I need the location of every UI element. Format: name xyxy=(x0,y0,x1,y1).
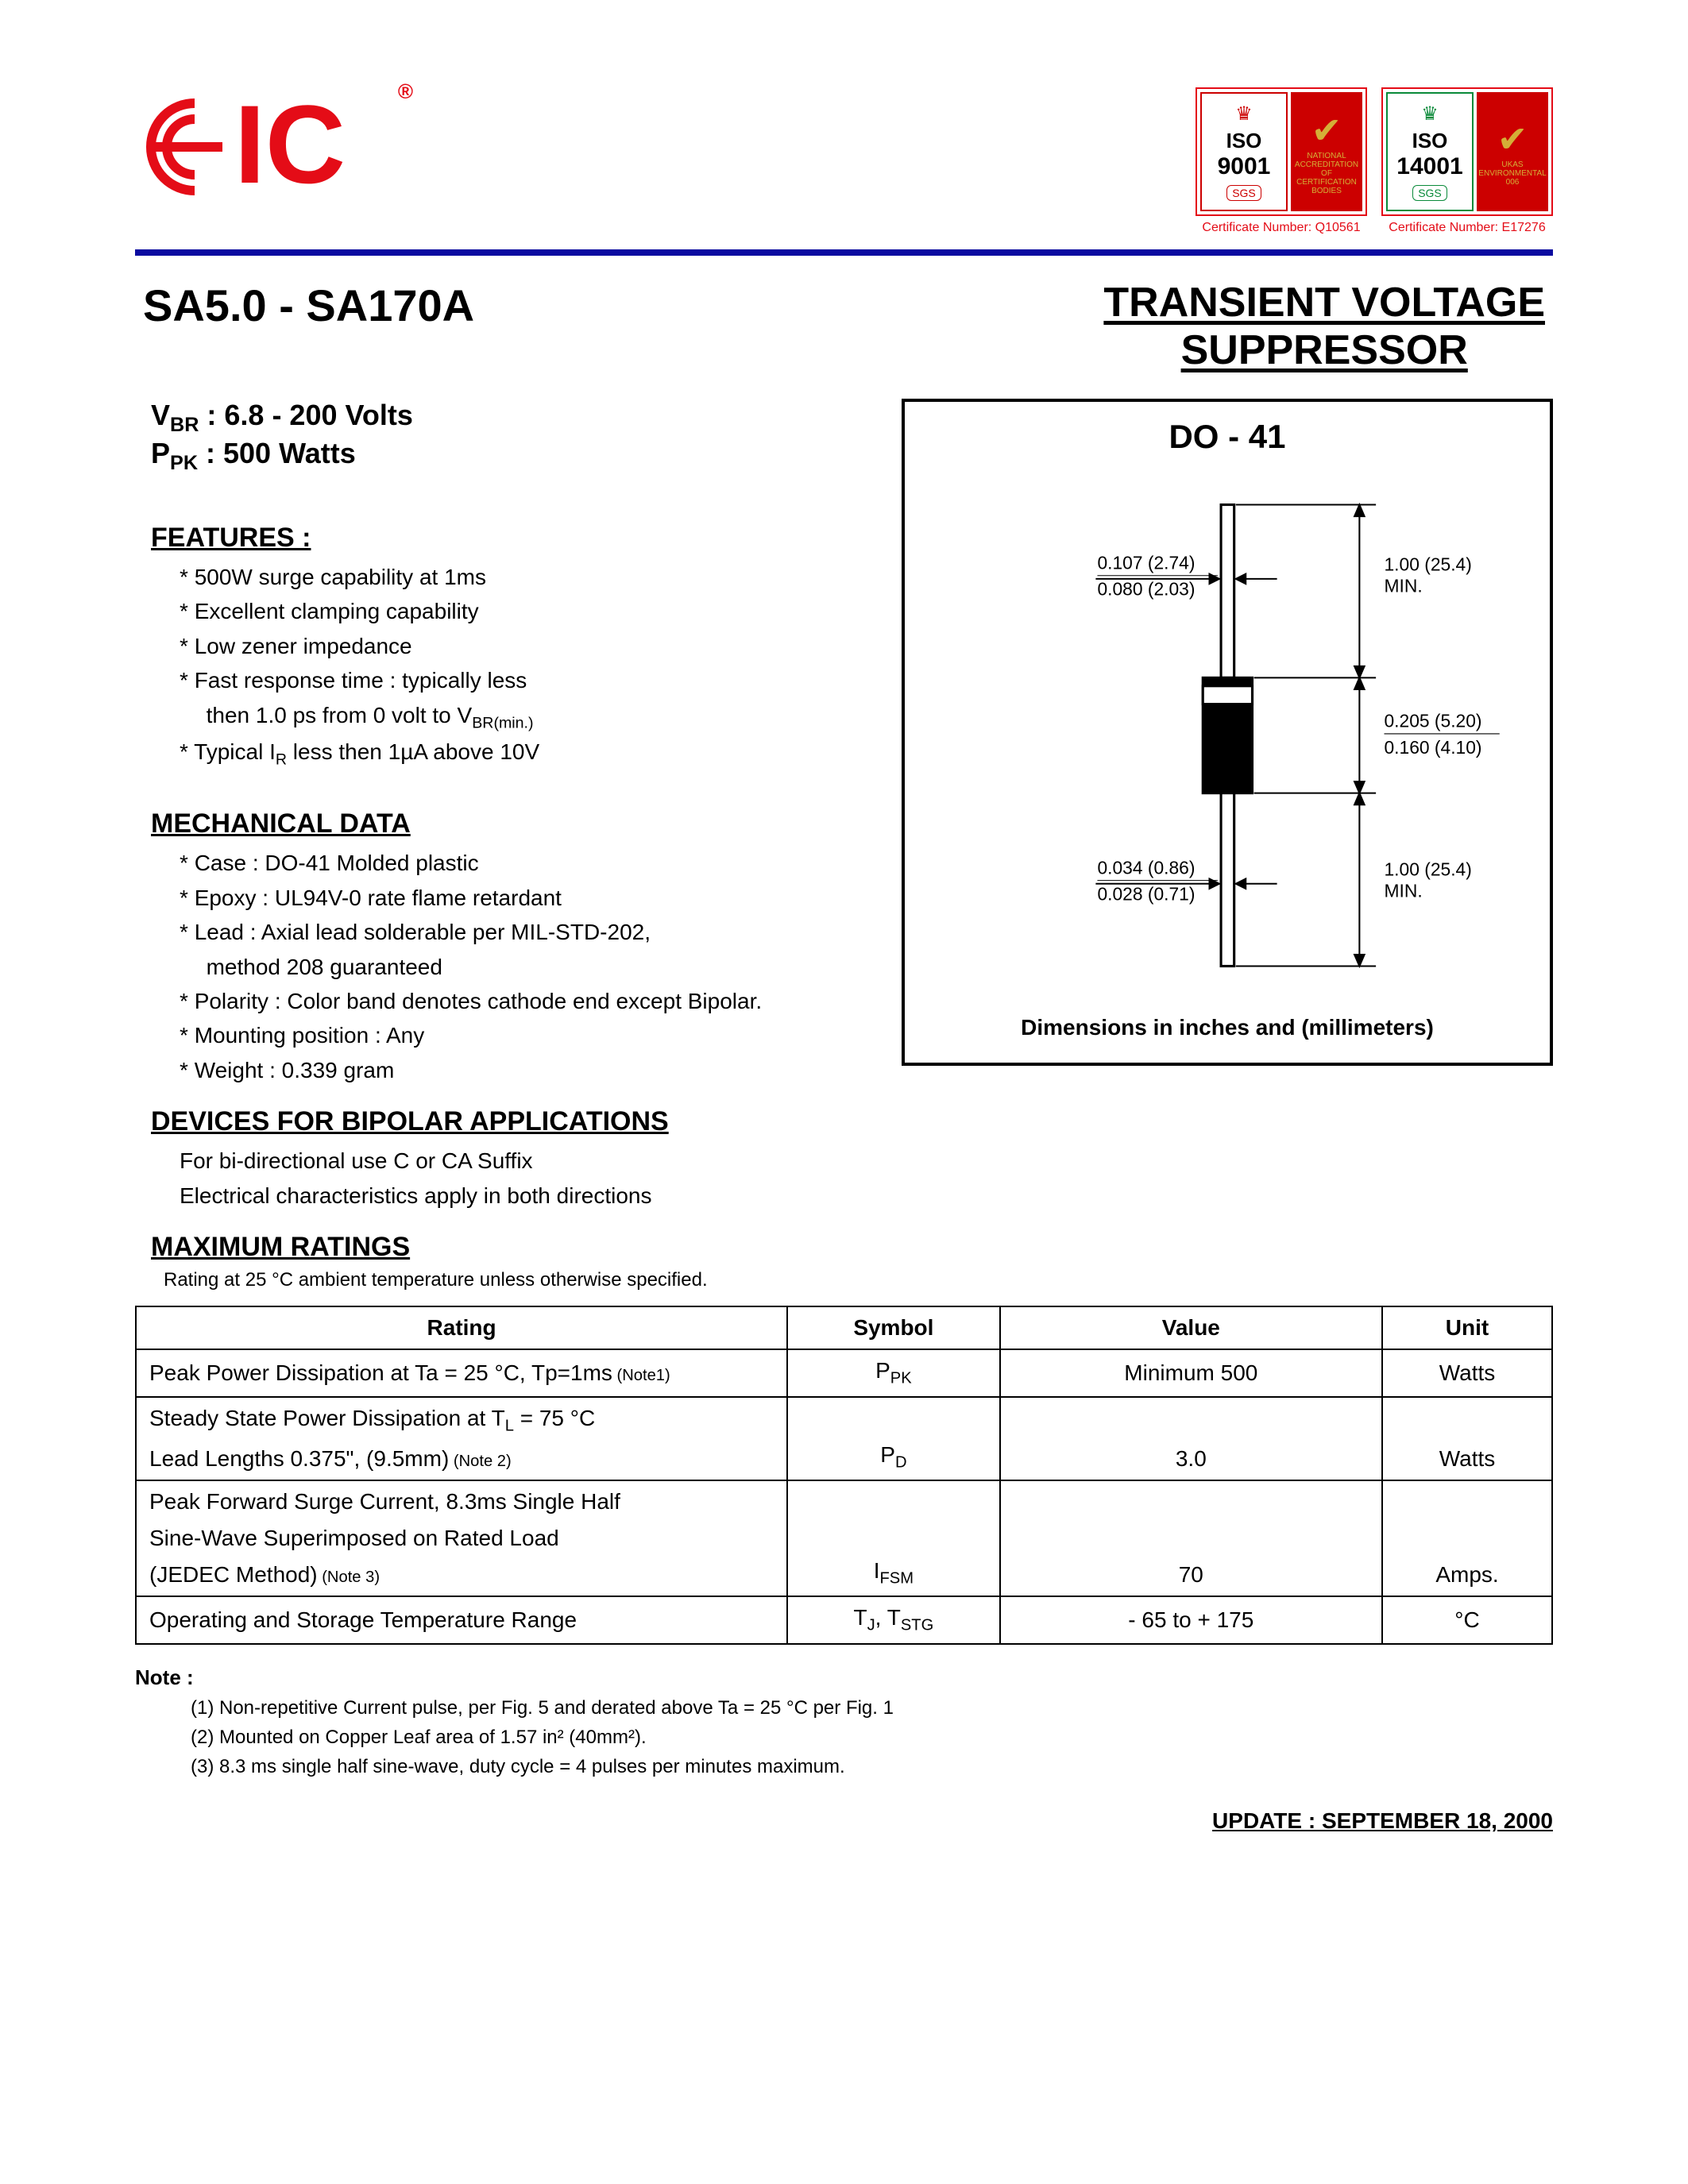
table-row: Peak Forward Surge Current, 8.3ms Single… xyxy=(136,1480,1552,1596)
ratings-heading: MAXIMUM RATINGS xyxy=(151,1232,1553,1263)
registered-mark: ® xyxy=(398,79,413,104)
table-row: Steady State Power Dissipation at TL = 7… xyxy=(136,1397,1552,1481)
ratings-table: Rating Symbol Value Unit Peak Power Diss… xyxy=(135,1306,1553,1645)
package-drawing-icon: 0.107 (2.74) 0.080 (2.03) 1.00 (25.4) MI… xyxy=(890,472,1566,999)
content-row: VBR : 6.8 - 200 Volts PPK : 500 Watts FE… xyxy=(135,399,1553,1088)
features-heading: FEATURES : xyxy=(151,523,878,554)
cert-badges: ♛ ISO 9001 SGS ✔NATIONAL ACCREDITATION O… xyxy=(1196,87,1553,235)
cert-iso9001: ♛ ISO 9001 SGS ✔NATIONAL ACCREDITATION O… xyxy=(1196,87,1367,235)
svg-text:IC: IC xyxy=(234,87,346,206)
notes-list: (1) Non-repetitive Current pulse, per Fi… xyxy=(135,1693,1553,1782)
header-divider xyxy=(135,249,1553,256)
svg-text:0.028 (0.71): 0.028 (0.71) xyxy=(1097,883,1195,904)
product-title: TRANSIENT VOLTAGE SUPPRESSOR xyxy=(1103,280,1545,375)
package-drawing-caption: Dimensions in inches and (millimeters) xyxy=(1021,1015,1434,1040)
brand-logo: IC ® xyxy=(135,87,389,210)
svg-text:0.080 (2.03): 0.080 (2.03) xyxy=(1097,578,1195,599)
ratings-caption: Rating at 25 °C ambient temperature unle… xyxy=(151,1269,1553,1291)
ratings-section: MAXIMUM RATINGS Rating at 25 °C ambient … xyxy=(135,1232,1553,1291)
header: IC ® ♛ ISO 9001 SGS ✔NATIONAL ACCREDITAT… xyxy=(135,87,1553,235)
svg-text:1.00 (25.4): 1.00 (25.4) xyxy=(1384,554,1471,574)
notes-block: Note : (1) Non-repetitive Current pulse,… xyxy=(135,1665,1553,1782)
mechanical-heading: MECHANICAL DATA xyxy=(151,808,878,839)
features-list: 500W surge capability at 1ms Excellent c… xyxy=(151,560,878,772)
package-name: DO - 41 xyxy=(1168,418,1285,456)
eic-logo-icon: IC xyxy=(135,87,389,206)
part-number-range: SA5.0 - SA170A xyxy=(143,280,474,331)
key-specs: VBR : 6.8 - 200 Volts PPK : 500 Watts xyxy=(151,399,878,475)
svg-text:MIN.: MIN. xyxy=(1384,575,1422,596)
left-column: VBR : 6.8 - 200 Volts PPK : 500 Watts FE… xyxy=(135,399,878,1088)
update-date: UPDATE : SEPTEMBER 18, 2000 xyxy=(135,1808,1553,1834)
right-column: DO - 41 xyxy=(902,399,1553,1088)
svg-text:0.205 (5.20): 0.205 (5.20) xyxy=(1384,710,1481,731)
svg-text:0.107 (2.74): 0.107 (2.74) xyxy=(1097,552,1195,573)
svg-text:MIN.: MIN. xyxy=(1384,880,1422,901)
notes-heading: Note : xyxy=(135,1665,1553,1690)
cert-iso14001: ♛ ISO 14001 SGS ✔UKAS ENVIRONMENTAL 006 … xyxy=(1381,87,1553,235)
bipolar-heading: DEVICES FOR BIPOLAR APPLICATIONS xyxy=(151,1106,1553,1137)
table-header-row: Rating Symbol Value Unit xyxy=(136,1306,1552,1349)
table-row: Operating and Storage Temperature Range … xyxy=(136,1596,1552,1644)
svg-text:1.00 (25.4): 1.00 (25.4) xyxy=(1384,859,1471,879)
package-drawing-box: DO - 41 xyxy=(902,399,1553,1066)
svg-text:0.160 (4.10): 0.160 (4.10) xyxy=(1384,736,1481,757)
table-row: Peak Power Dissipation at Ta = 25 °C, Tp… xyxy=(136,1349,1552,1397)
mechanical-list: Case : DO-41 Molded plastic Epoxy : UL94… xyxy=(151,846,878,1087)
title-row: SA5.0 - SA170A TRANSIENT VOLTAGE SUPPRES… xyxy=(135,280,1553,375)
bipolar-section: DEVICES FOR BIPOLAR APPLICATIONS For bi-… xyxy=(135,1106,1553,1213)
svg-text:0.034 (0.86): 0.034 (0.86) xyxy=(1097,857,1195,878)
